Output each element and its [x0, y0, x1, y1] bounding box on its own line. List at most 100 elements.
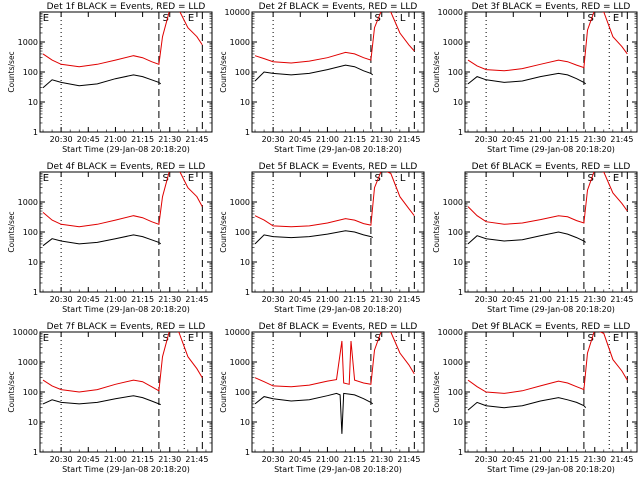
detector-panel: Det 9f BLACK = Events, RED = LLD 1 10 100 10…: [432, 322, 638, 474]
panel-title: Det 6f BLACK = Events, RED = LLD: [472, 162, 631, 172]
y-tick-label: 100: [448, 228, 463, 237]
x-tick-label: 20:45: [77, 455, 100, 464]
y-tick-label: 1: [33, 128, 38, 137]
interval-marker-label: S: [588, 13, 594, 24]
y-tick-label: 10: [453, 258, 463, 267]
x-tick-label: 21:30: [583, 135, 606, 144]
y-tick-label: 1000: [18, 358, 38, 367]
y-axis-label: Counts/sec: [219, 51, 228, 92]
y-axis-label: Counts/sec: [432, 371, 441, 412]
interval-marker-label: E: [43, 13, 49, 24]
x-tick-label: 20:45: [77, 135, 100, 144]
x-tick-label: 21:15: [131, 455, 154, 464]
y-tick-label: 1000: [443, 358, 463, 367]
plot-frame: [464, 11, 638, 133]
x-tick-label: 21:45: [397, 135, 420, 144]
interval-marker-label: E: [188, 173, 194, 184]
panel-title: Det 2f BLACK = Events, RED = LLD: [259, 2, 418, 12]
x-tick-label: 21:00: [104, 455, 127, 464]
x-tick-label: 21:30: [158, 135, 181, 144]
y-tick-label: 10: [240, 418, 250, 427]
detector-panel: Det 5f BLACK = Events, RED = LLD 1 10 100 10…: [219, 162, 425, 314]
lld-series-line: [254, 12, 415, 64]
detector-panel: Det 1f BLACK = Events, RED = LLD 1 10 100 10…: [7, 2, 213, 154]
detector-panel: Det 6f BLACK = Events, RED = LLD 1 10 100 10…: [432, 162, 638, 314]
y-tick-label: 10000: [225, 328, 250, 337]
panel-title: Det 1f BLACK = Events, RED = LLD: [47, 2, 206, 12]
detector-panel: Det 7f BLACK = Events, RED = LLD 1 10 100 10…: [7, 322, 213, 474]
interval-marker-label: E: [613, 13, 619, 24]
interval-marker-label: E: [613, 333, 619, 344]
x-axis-label: Start Time (29-Jan-08 20:18:20): [62, 305, 190, 314]
x-tick-label: 21:30: [370, 295, 393, 304]
x-tick-label: 21:30: [583, 295, 606, 304]
events-series-line: [254, 230, 373, 245]
y-tick-label: 100: [448, 68, 463, 77]
events-series-line: [467, 72, 587, 85]
x-tick-label: 21:00: [529, 295, 552, 304]
x-tick-label: 20:45: [502, 135, 525, 144]
interval-marker-label: E: [43, 173, 49, 184]
panel-title: Det 9f BLACK = Events, RED = LLD: [472, 322, 631, 332]
lld-series-line: [467, 172, 628, 225]
y-tick-label: 1: [33, 288, 38, 297]
y-tick-label: 10: [453, 98, 463, 107]
x-tick-label: 21:00: [529, 135, 552, 144]
x-tick-label: 21:45: [610, 135, 633, 144]
interval-marker-label: E: [613, 173, 619, 184]
lld-series-line: [254, 332, 415, 388]
panel-title: Det 4f BLACK = Events, RED = LLD: [47, 162, 206, 172]
interval-marker-label: S: [375, 333, 381, 344]
y-tick-label: 1000: [230, 198, 250, 207]
x-tick-label: 20:45: [502, 295, 525, 304]
interval-marker-label: S: [163, 333, 169, 344]
x-tick-label: 20:30: [475, 295, 498, 304]
x-tick-label: 21:00: [316, 295, 339, 304]
y-axis-label: Counts/sec: [7, 51, 16, 92]
y-tick-label: 10000: [13, 328, 38, 337]
y-axis-label: Counts/sec: [432, 51, 441, 92]
y-tick-label: 1: [245, 128, 250, 137]
x-tick-label: 21:15: [343, 295, 366, 304]
panel-title: Det 5f BLACK = Events, RED = LLD: [259, 162, 418, 172]
lld-series-line: [42, 172, 203, 228]
x-tick-label: 21:15: [131, 135, 154, 144]
y-tick-label: 1: [458, 128, 463, 137]
y-tick-label: 1: [33, 448, 38, 457]
y-tick-label: 10000: [438, 328, 463, 337]
x-tick-label: 20:45: [289, 295, 312, 304]
x-axis-label: Start Time (29-Jan-08 20:18:20): [274, 465, 402, 474]
x-tick-label: 21:30: [158, 295, 181, 304]
y-tick-label: 10: [240, 98, 250, 107]
detector-panel: Det 2f BLACK = Events, RED = LLD 1 10 100 10…: [219, 2, 425, 154]
y-tick-label: 10000: [438, 8, 463, 17]
y-tick-label: 100: [23, 388, 38, 397]
x-tick-label: 20:30: [475, 135, 498, 144]
y-tick-label: 10: [28, 418, 38, 427]
y-axis-label: Counts/sec: [432, 211, 441, 252]
y-tick-label: 1000: [18, 38, 38, 47]
interval-marker-label: L: [400, 13, 406, 24]
y-axis-label: Counts/sec: [219, 211, 228, 252]
events-series-line: [467, 397, 587, 411]
y-axis-label: Counts/sec: [7, 211, 16, 252]
x-tick-label: 20:45: [502, 455, 525, 464]
x-tick-label: 21:45: [397, 295, 420, 304]
x-tick-label: 20:30: [50, 135, 73, 144]
x-tick-label: 21:30: [370, 455, 393, 464]
x-tick-label: 21:15: [556, 295, 579, 304]
interval-marker-label: S: [163, 173, 169, 184]
y-tick-label: 10: [28, 258, 38, 267]
y-tick-label: 10: [453, 418, 463, 427]
panel-title: Det 8f BLACK = Events, RED = LLD: [259, 322, 418, 332]
y-tick-label: 1000: [230, 358, 250, 367]
y-tick-label: 100: [235, 388, 250, 397]
lld-series-line: [254, 172, 415, 228]
panel-title: Det 3f BLACK = Events, RED = LLD: [472, 2, 631, 12]
events-series-line: [467, 231, 587, 245]
x-tick-label: 21:45: [610, 455, 633, 464]
lld-series-line: [42, 12, 203, 68]
events-series-line: [254, 64, 374, 82]
y-tick-label: 1000: [443, 38, 463, 47]
